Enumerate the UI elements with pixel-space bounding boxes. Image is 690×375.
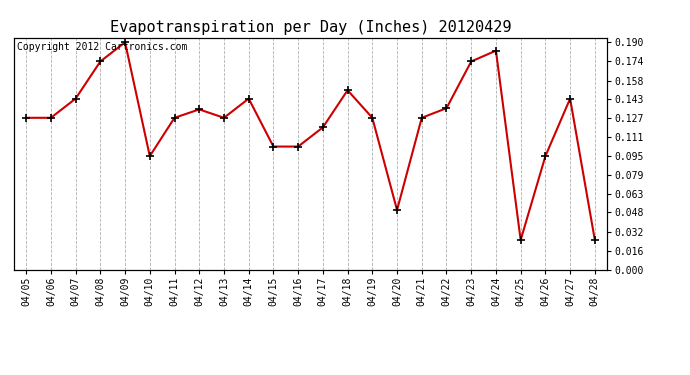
Text: Copyright 2012 Cartronics.com: Copyright 2012 Cartronics.com xyxy=(17,42,187,52)
Title: Evapotranspiration per Day (Inches) 20120429: Evapotranspiration per Day (Inches) 2012… xyxy=(110,20,511,35)
